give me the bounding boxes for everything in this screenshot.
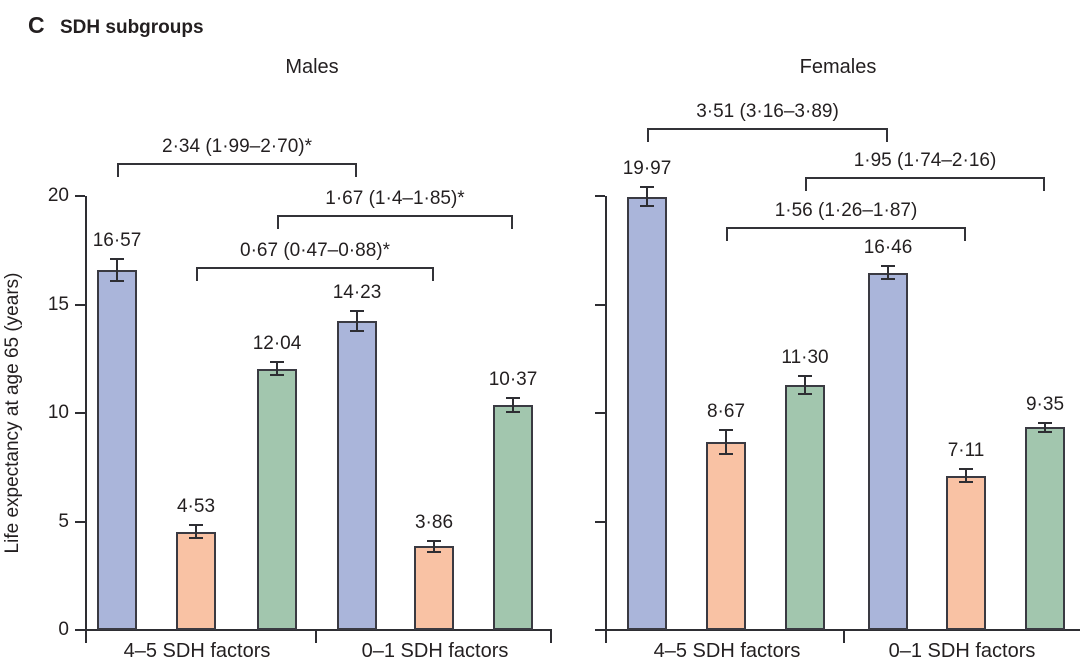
y-tick-label: 20 (47, 185, 69, 206)
bar-value-label: 10·37 (488, 369, 538, 391)
y-tick (75, 412, 85, 414)
bar-green (493, 404, 533, 630)
bar-orange (414, 546, 454, 630)
error-bar (719, 428, 733, 455)
comparison-bracket (726, 227, 966, 241)
bar-value-label: 9·35 (1025, 393, 1065, 415)
error-bar (798, 375, 812, 395)
bar-blue (627, 196, 667, 630)
error-bar (110, 258, 124, 283)
error-bar-stem (804, 375, 806, 395)
bar-orange (706, 441, 746, 630)
error-bar-stem (195, 524, 197, 540)
panel-title: SDH subgroups (60, 17, 204, 38)
bar-value-label: 3·86 (414, 511, 454, 533)
x-category-label: 4–5 SDH factors (653, 640, 801, 662)
bar-value-label: 8·67 (706, 400, 746, 422)
error-bar-stem (276, 361, 278, 377)
bar-green (257, 368, 297, 630)
bar-value-label: 4·53 (176, 496, 216, 518)
error-bar-stem (512, 397, 514, 413)
error-bar (959, 468, 973, 484)
error-bar (640, 185, 654, 208)
error-bar-stem (725, 428, 727, 455)
bar-green (1025, 427, 1065, 630)
y-tick-label: 10 (47, 402, 69, 423)
bracket-label: 0·67 (0·47–0·88)* (240, 240, 390, 261)
panel-title: Females (799, 56, 877, 78)
y-axis (85, 196, 87, 643)
bar-value-label: 12·04 (252, 333, 302, 355)
x-category-label: 4–5 SDH factors (123, 640, 271, 662)
bar-blue (337, 321, 377, 630)
bracket-label: 2·34 (1·99–2·70)* (162, 136, 312, 157)
group-divider-tick (843, 630, 845, 643)
comparison-bracket (647, 128, 888, 142)
error-bar-stem (646, 185, 648, 208)
bar-value-label: 16·46 (863, 237, 913, 259)
axis-end-tick (550, 630, 552, 643)
bar-green (785, 384, 825, 630)
error-bar-stem (965, 468, 967, 484)
error-bar (1038, 421, 1052, 433)
error-bar (270, 361, 284, 377)
error-bar-stem (356, 310, 358, 333)
bracket-label: 1·56 (1·26–1·87) (774, 200, 918, 221)
x-axis (595, 629, 1080, 631)
comparison-bracket (805, 177, 1045, 191)
y-tick (75, 303, 85, 306)
error-bar-stem (116, 258, 118, 283)
bar-value-label: 19·97 (622, 157, 672, 179)
error-bar (189, 524, 203, 540)
bar-orange (176, 531, 216, 630)
panel-letter: C (28, 12, 45, 38)
y-tick-label: 15 (47, 293, 69, 315)
panel-title: Males (285, 56, 339, 78)
group-divider-tick (315, 630, 317, 643)
x-category-label: 0–1 SDH factors (888, 640, 1036, 662)
bracket-label: 1·67 (1·4–1·85)* (325, 188, 465, 209)
y-tick (75, 520, 85, 523)
x-category-label: 0–1 SDH factors (361, 640, 509, 662)
comparison-bracket (277, 215, 513, 229)
y-axis (605, 196, 607, 643)
y-tick-label: 0 (58, 619, 69, 640)
error-bar-stem (887, 265, 889, 281)
bar-value-label: 7·11 (947, 440, 985, 462)
bracket-label: 3·51 (3·16–3·89) (696, 101, 839, 122)
bar-blue (868, 272, 908, 630)
comparison-bracket (117, 163, 357, 177)
y-tick (595, 520, 605, 523)
bar-orange (946, 475, 986, 630)
bar-blue (97, 270, 137, 630)
bar-value-label: 11·30 (781, 347, 829, 369)
error-bar-stem (433, 539, 435, 553)
y-tick-label: 5 (58, 510, 69, 532)
comparison-bracket (196, 267, 434, 281)
y-tick (595, 412, 605, 414)
error-bar (506, 397, 520, 413)
bar-value-label: 16·57 (92, 230, 142, 252)
y-axis-label: Life expectancy at age 65 (years) (2, 272, 23, 554)
y-tick (595, 195, 605, 197)
bracket-label: 1·95 (1·74–2·16) (853, 150, 997, 171)
y-tick (595, 303, 605, 306)
y-tick (75, 195, 85, 197)
error-bar (427, 539, 441, 553)
bar-value-label: 14·23 (332, 282, 382, 304)
error-bar (350, 310, 364, 333)
error-bar (881, 265, 895, 281)
x-axis (75, 629, 552, 631)
error-bar-stem (1044, 421, 1046, 433)
